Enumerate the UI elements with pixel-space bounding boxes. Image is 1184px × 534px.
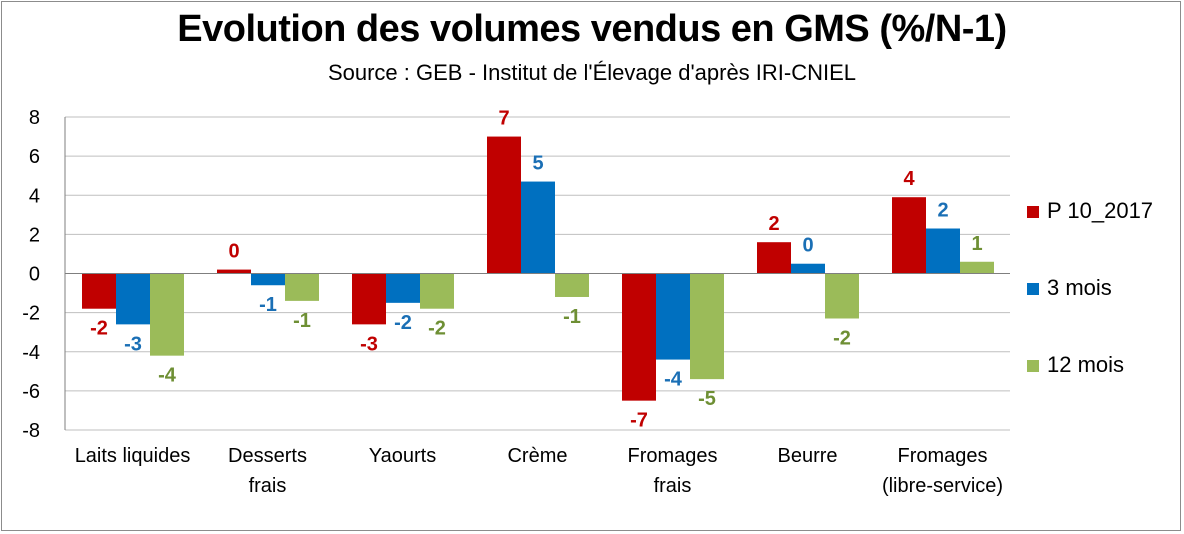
x-category-label: Fromages bbox=[897, 445, 987, 467]
bar bbox=[386, 273, 420, 303]
legend-label: 3 mois bbox=[1047, 275, 1112, 300]
y-tick-label: 2 bbox=[29, 224, 40, 246]
y-tick-label: -8 bbox=[22, 420, 40, 442]
bar bbox=[420, 273, 454, 309]
legend-swatch bbox=[1027, 360, 1039, 372]
bar bbox=[825, 273, 859, 319]
data-label: 2 bbox=[937, 200, 948, 222]
data-label: 1 bbox=[971, 233, 982, 255]
data-label: 0 bbox=[228, 241, 239, 263]
bar bbox=[217, 269, 251, 274]
data-label: 4 bbox=[903, 168, 915, 190]
data-label: -5 bbox=[698, 388, 716, 410]
data-label: -2 bbox=[833, 327, 851, 349]
y-tick-label: -6 bbox=[22, 381, 40, 403]
bar bbox=[960, 261, 994, 274]
data-label: -3 bbox=[124, 333, 142, 355]
x-category-label: Fromages bbox=[627, 445, 717, 467]
x-category-label: Yaourts bbox=[369, 445, 436, 467]
bar bbox=[926, 228, 960, 274]
bar bbox=[487, 136, 521, 274]
chart-title: Evolution des volumes vendus en GMS (%/N… bbox=[177, 8, 1007, 50]
bar bbox=[690, 273, 724, 380]
data-label: -1 bbox=[563, 306, 581, 328]
y-tick-label: -2 bbox=[22, 303, 40, 325]
data-label: -4 bbox=[158, 365, 177, 387]
data-label: -1 bbox=[259, 294, 277, 316]
legend-label: 12 mois bbox=[1047, 352, 1124, 377]
x-category-label: frais bbox=[654, 475, 692, 497]
data-label: -2 bbox=[90, 318, 108, 340]
bar bbox=[352, 273, 386, 325]
bar bbox=[285, 273, 319, 301]
data-label: -7 bbox=[630, 410, 648, 432]
data-label: -4 bbox=[664, 369, 683, 391]
x-category-label: Laits liquides bbox=[75, 445, 191, 467]
bar bbox=[791, 263, 825, 274]
y-tick-label: 6 bbox=[29, 146, 40, 168]
bar bbox=[757, 242, 791, 274]
x-category-label: Beurre bbox=[777, 445, 837, 467]
bar bbox=[82, 273, 116, 309]
bar bbox=[555, 273, 589, 297]
y-tick-label: 8 bbox=[29, 107, 40, 129]
data-label: -3 bbox=[360, 333, 378, 355]
x-category-label: (libre-service) bbox=[882, 475, 1003, 497]
x-category-label: Desserts bbox=[228, 445, 307, 467]
bar bbox=[892, 197, 926, 274]
data-label: 5 bbox=[532, 153, 543, 175]
legend-swatch bbox=[1027, 283, 1039, 295]
legend-swatch bbox=[1027, 206, 1039, 218]
bar bbox=[251, 273, 285, 286]
y-tick-label: 0 bbox=[29, 264, 40, 286]
bar bbox=[116, 273, 150, 325]
x-category-label: frais bbox=[249, 475, 287, 497]
y-tick-label: -4 bbox=[22, 342, 40, 364]
chart-subtitle: Source : GEB - Institut de l'Élevage d'a… bbox=[327, 60, 857, 85]
bar bbox=[622, 273, 656, 401]
data-label: -2 bbox=[428, 318, 446, 340]
data-label: -2 bbox=[394, 312, 412, 334]
data-label: 7 bbox=[498, 108, 509, 130]
y-tick-label: 4 bbox=[29, 185, 40, 207]
data-label: 0 bbox=[802, 235, 813, 257]
x-category-label: Crème bbox=[507, 445, 567, 467]
bar bbox=[521, 181, 555, 274]
legend-label: P 10_2017 bbox=[1047, 198, 1153, 223]
bar bbox=[656, 273, 690, 360]
data-label: -1 bbox=[293, 310, 311, 332]
data-label: 2 bbox=[768, 213, 779, 235]
bar bbox=[150, 273, 184, 356]
